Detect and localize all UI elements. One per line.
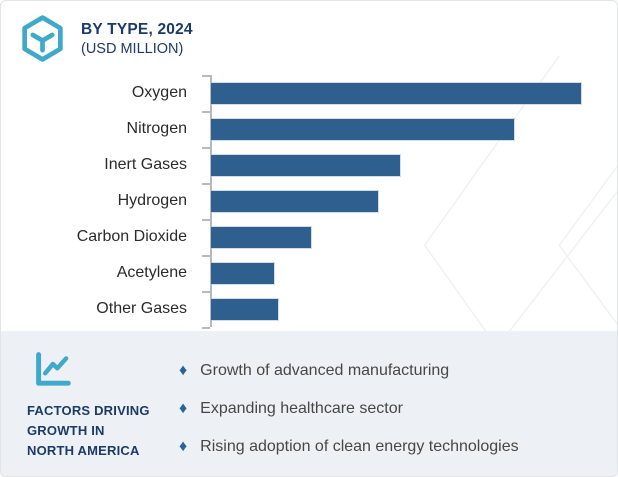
factors-panel-left: FACTORS DRIVING GROWTH IN NORTH AMERICA: [1, 331, 169, 476]
chart-row: Nitrogen: [1, 111, 615, 147]
factor-item: ♦ Expanding healthcare sector: [179, 400, 609, 418]
factors-label-line: NORTH AMERICA: [27, 443, 140, 458]
chart-title: BY TYPE, 2024: [81, 20, 193, 38]
bar-track: [211, 262, 615, 284]
bar-acetylene: [211, 262, 274, 284]
axis-tick: [202, 183, 210, 185]
chart-header: BY TYPE, 2024 (USD MILLION): [18, 14, 193, 63]
bar-chart: Oxygen Nitrogen Inert Gases Hydrogen Carbon …: [1, 75, 615, 329]
trend-line-chart-icon: [36, 352, 71, 386]
axis-tick: [202, 219, 210, 221]
chart-row: Oxygen: [1, 75, 615, 111]
category-label: Other Gases: [96, 300, 187, 317]
chart-subtitle: (USD MILLION): [81, 40, 184, 57]
axis-tick: [202, 291, 210, 293]
category-label: Acetylene: [116, 264, 187, 281]
cube-hexagon-icon: [22, 15, 63, 62]
diamond-bullet-icon: ♦: [179, 438, 188, 455]
axis-tick: [202, 255, 210, 257]
chart-row: Carbon Dioxide: [1, 219, 615, 255]
factor-item: ♦ Rising adoption of clean energy technol…: [179, 438, 609, 456]
axis-tick: [202, 111, 210, 113]
bar-other-gases: [211, 298, 278, 320]
chart-row: Hydrogen: [1, 183, 615, 219]
factor-text: Expanding healthcare sector: [200, 400, 403, 417]
factors-label-line: FACTORS DRIVING: [27, 403, 150, 418]
factor-text: Growth of advanced manufacturing: [200, 362, 450, 379]
bar-inert-gases: [211, 154, 400, 176]
bar-carbon-dioxide: [211, 226, 311, 248]
chart-row: Other Gases: [1, 291, 615, 327]
factors-list: ♦ Growth of advanced manufacturing ♦ Expand…: [169, 331, 617, 476]
bar-track: [211, 118, 615, 140]
bar-oxygen: [211, 82, 581, 104]
chart-row: Inert Gases: [1, 147, 615, 183]
axis-tick: [202, 75, 210, 77]
category-label: Hydrogen: [117, 192, 187, 209]
bar-track: [211, 190, 615, 212]
factors-label: FACTORS DRIVING GROWTH IN NORTH AMERICA: [27, 401, 169, 461]
axis-tick: [202, 327, 210, 329]
category-label: Carbon Dioxide: [76, 228, 187, 245]
bar-track: [211, 298, 615, 320]
chart-row: Acetylene: [1, 255, 615, 291]
bar-hydrogen: [211, 190, 378, 212]
axis-tick: [202, 147, 210, 149]
factor-text: Rising adoption of clean energy technolo…: [200, 438, 519, 455]
bar-track: [211, 154, 615, 176]
diamond-bullet-icon: ♦: [179, 362, 188, 379]
bar-track: [211, 82, 615, 104]
category-label: Oxygen: [131, 84, 187, 101]
category-label: Nitrogen: [126, 120, 187, 137]
factors-panel: FACTORS DRIVING GROWTH IN NORTH AMERICA …: [1, 331, 617, 476]
header-titles: BY TYPE, 2024 (USD MILLION): [81, 21, 193, 57]
category-label: Inert Gases: [104, 156, 187, 173]
factor-item: ♦ Growth of advanced manufacturing: [179, 362, 609, 380]
factors-label-line: GROWTH IN: [27, 423, 105, 438]
diamond-bullet-icon: ♦: [179, 400, 188, 417]
bar-track: [211, 226, 615, 248]
bar-nitrogen: [211, 118, 515, 140]
